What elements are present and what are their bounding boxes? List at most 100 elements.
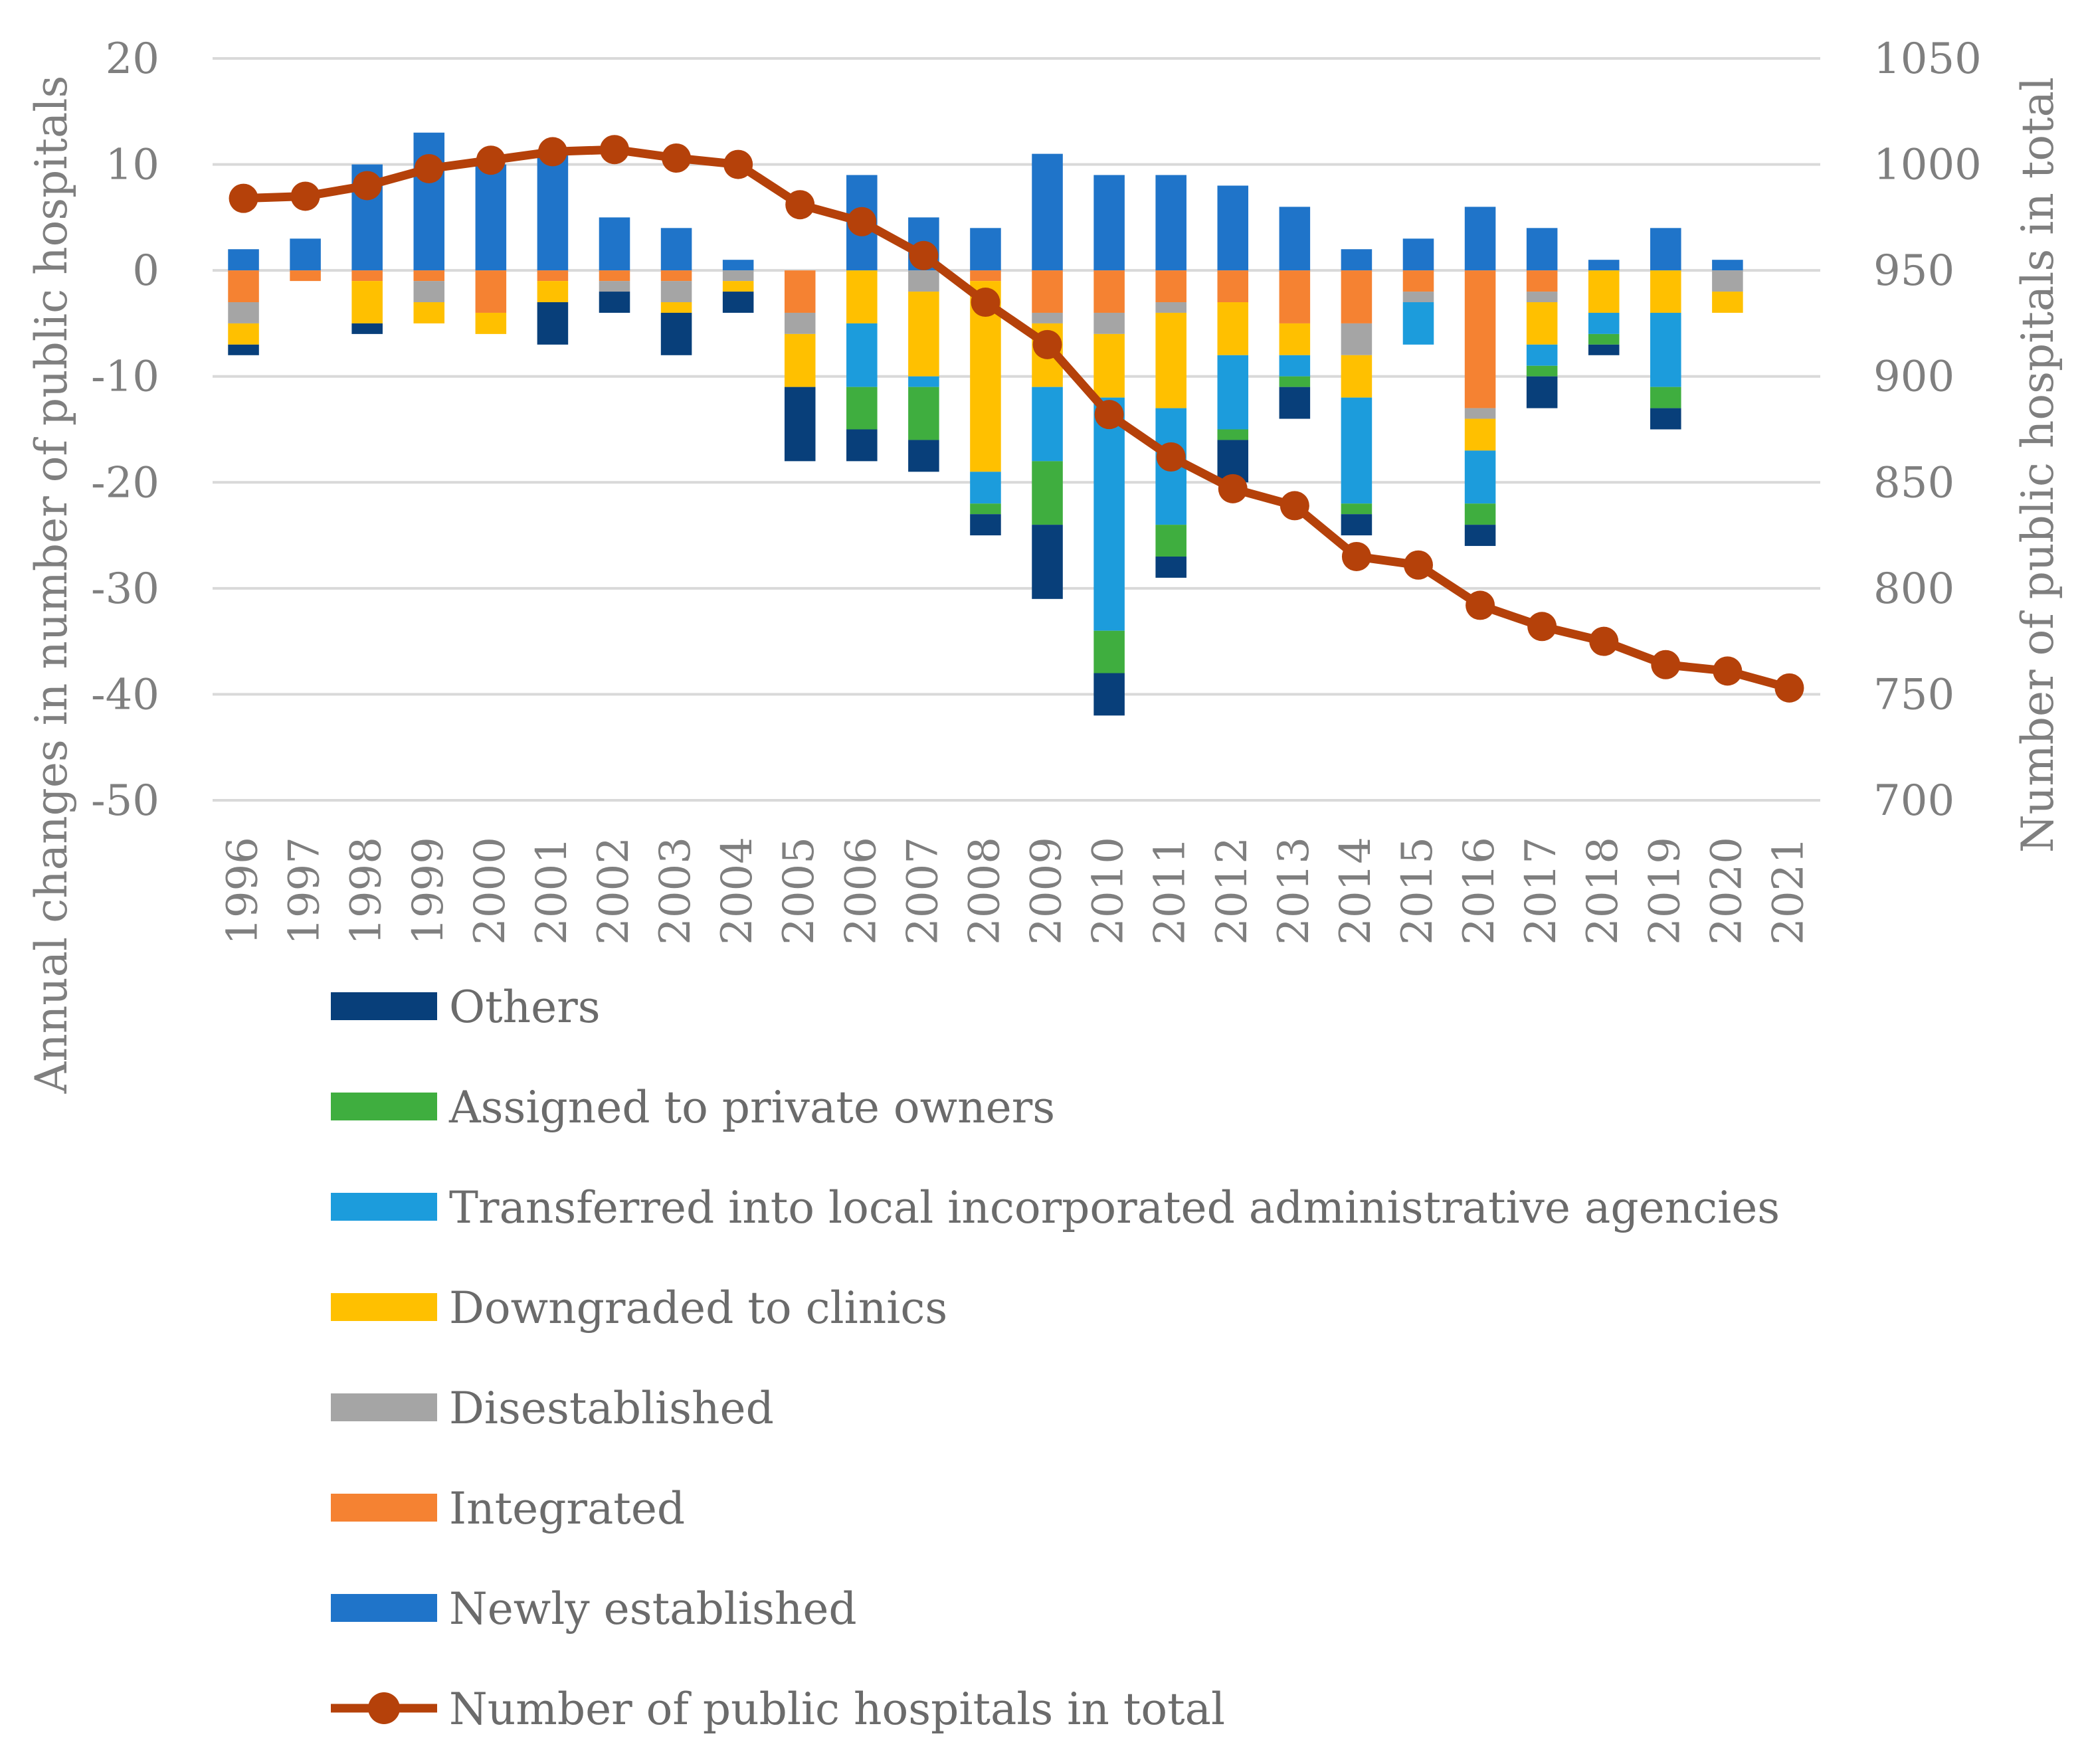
bar-disestablished-2020 — [1712, 270, 1743, 292]
bar-others-2018 — [1588, 344, 1620, 355]
y2-tick-label: 1050 — [1873, 35, 1982, 84]
x-tick-label: 2021 — [1764, 837, 1813, 945]
bar-disestablished-2017 — [1526, 292, 1558, 303]
bar-others-2013 — [1279, 387, 1311, 419]
bar-downgraded-to-clinics-2014 — [1341, 355, 1373, 398]
legend-label-number-of-public-hospitals-in-total: Number of public hospitals in total — [449, 1684, 1225, 1735]
bar-newly-established-2017 — [1526, 228, 1558, 271]
line-point-2015 — [1404, 550, 1433, 580]
bar-integrated-2016 — [1464, 270, 1496, 408]
legend-label-downgraded-to-clinics: Downgraded to clinics — [449, 1282, 947, 1334]
bar-disestablished-2014 — [1341, 323, 1373, 355]
bar-others-1996 — [228, 344, 259, 355]
bar-newly-established-2003 — [660, 228, 692, 271]
bar-downgraded-to-clinics-1996 — [228, 323, 259, 345]
bar-others-2007 — [908, 440, 939, 472]
line-point-2008 — [971, 288, 1000, 317]
bar-newly-established-2008 — [970, 228, 1001, 271]
bar-assigned-to-private-owners-2014 — [1341, 503, 1373, 515]
x-tick-label: 2002 — [589, 837, 638, 945]
bar-newly-established-2020 — [1712, 260, 1743, 271]
legend-label-newly-established: Newly established — [449, 1583, 857, 1634]
bar-disestablished-2016 — [1464, 408, 1496, 419]
line-point-2018 — [1589, 626, 1619, 656]
bar-newly-established-2019 — [1650, 228, 1681, 271]
bar-assigned-to-private-owners-2016 — [1464, 503, 1496, 525]
bar-assigned-to-private-owners-2019 — [1650, 387, 1681, 408]
bar-newly-established-2018 — [1588, 260, 1620, 271]
bar-assigned-to-private-owners-2010 — [1093, 630, 1125, 673]
bar-transferred-into-local-incorporated-administrative-agencies-2017 — [1526, 344, 1558, 366]
x-tick-label: 2008 — [960, 837, 1009, 945]
y2-axis-title: Number of public hospitals in total — [2012, 77, 2063, 853]
bar-downgraded-to-clinics-2004 — [722, 281, 754, 292]
line-point-1996 — [229, 183, 258, 213]
bar-others-2019 — [1650, 408, 1681, 430]
bar-downgraded-to-clinics-2011 — [1155, 312, 1186, 408]
x-tick-label: 2009 — [1022, 837, 1072, 945]
bar-integrated-1996 — [228, 270, 259, 303]
line-point-2006 — [847, 207, 877, 236]
line-point-2017 — [1527, 612, 1557, 642]
bar-downgraded-to-clinics-2018 — [1588, 270, 1620, 313]
bar-others-2014 — [1341, 514, 1373, 536]
x-tick-label: 2007 — [898, 837, 947, 945]
bar-downgraded-to-clinics-2003 — [660, 302, 692, 313]
line-point-2021 — [1774, 673, 1804, 703]
bar-downgraded-to-clinics-1998 — [351, 281, 383, 323]
bar-transferred-into-local-incorporated-administrative-agencies-2018 — [1588, 312, 1620, 334]
x-tick-label: 2010 — [1084, 837, 1133, 945]
line-point-2016 — [1466, 590, 1495, 620]
bar-disestablished-2004 — [722, 270, 754, 282]
bar-integrated-1998 — [351, 270, 383, 282]
legend-swatch-others — [331, 992, 437, 1020]
bar-newly-established-2009 — [1032, 153, 1063, 271]
bar-others-2006 — [846, 429, 878, 462]
bar-others-2009 — [1032, 525, 1063, 599]
bar-integrated-2011 — [1155, 270, 1186, 303]
bar-downgraded-to-clinics-2016 — [1464, 418, 1496, 451]
bar-integrated-2002 — [599, 270, 630, 282]
bar-downgraded-to-clinics-2013 — [1279, 323, 1311, 355]
bar-others-2001 — [537, 302, 569, 345]
bar-assigned-to-private-owners-2017 — [1526, 365, 1558, 377]
x-tick-label: 2004 — [713, 837, 762, 945]
bar-others-2003 — [660, 312, 692, 355]
bar-transferred-into-local-incorporated-administrative-agencies-2019 — [1650, 312, 1681, 387]
bar-disestablished-2002 — [599, 281, 630, 292]
line-point-2001 — [537, 137, 567, 167]
bar-transferred-into-local-incorporated-administrative-agencies-2014 — [1341, 397, 1373, 504]
bar-newly-established-2014 — [1341, 249, 1373, 271]
bar-assigned-to-private-owners-2008 — [970, 503, 1001, 515]
legend-label-disestablished: Disestablished — [449, 1383, 774, 1434]
bar-newly-established-1999 — [413, 132, 445, 271]
bar-transferred-into-local-incorporated-administrative-agencies-2007 — [908, 376, 939, 387]
legend-swatch-assigned-to-private-owners — [331, 1093, 437, 1120]
bar-downgraded-to-clinics-2017 — [1526, 302, 1558, 345]
y-tick-label: -50 — [91, 776, 159, 826]
bar-integrated-1997 — [290, 270, 321, 282]
legend-swatch-marker — [368, 1692, 400, 1724]
y2-tick-label: 850 — [1873, 458, 1954, 507]
bar-assigned-to-private-owners-2007 — [908, 387, 939, 440]
bar-downgraded-to-clinics-2001 — [537, 281, 569, 303]
x-tick-label: 2013 — [1270, 837, 1319, 945]
x-tick-label: 2015 — [1393, 837, 1442, 945]
y2-tick-label: 1000 — [1873, 141, 1982, 190]
bar-others-2017 — [1526, 376, 1558, 408]
x-tick-label: 2006 — [836, 837, 886, 945]
bars — [228, 132, 1743, 716]
bar-others-2008 — [970, 514, 1001, 536]
x-tick-label: 1999 — [404, 837, 453, 945]
bar-integrated-2013 — [1279, 270, 1311, 323]
bar-disestablished-2003 — [660, 281, 692, 303]
line-point-2012 — [1218, 474, 1248, 503]
bar-disestablished-2005 — [784, 312, 816, 334]
line-point-1999 — [414, 153, 444, 183]
bar-newly-established-1997 — [290, 238, 321, 271]
bar-integrated-2003 — [660, 270, 692, 282]
bar-downgraded-to-clinics-2006 — [846, 270, 878, 323]
y-tick-label: -40 — [91, 670, 159, 719]
bar-newly-established-2001 — [537, 153, 569, 271]
